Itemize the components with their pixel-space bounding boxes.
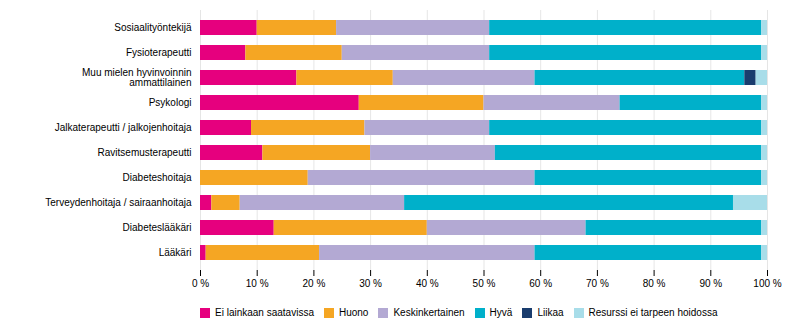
html-text:Liikaa: Liikaa [537,307,564,318]
svg-text:Fysioterapeutti: Fysioterapeutti [126,47,192,58]
html-text:Keskinkertainen: Keskinkertainen [393,307,465,318]
svg-text:100 %: 100 % [753,278,781,289]
svg-text:30 %: 30 % [359,278,382,289]
svg-text:80 %: 80 % [643,278,666,289]
html-text:Resurssi ei tarpeen hoidossa: Resurssi ei tarpeen hoidossa [588,307,718,318]
svg-text:90 %: 90 % [699,278,722,289]
svg-text:Muu mielen hyvinvoinninammatti: Muu mielen hyvinvoinninammattilainen [82,67,192,88]
html-text:Ei lainkaan saatavissa: Ei lainkaan saatavissa [215,307,314,318]
svg-text:10 %: 10 % [246,278,269,289]
svg-text:Diabeteshoitaja: Diabeteshoitaja [123,172,192,183]
svg-text:50 %: 50 % [473,278,496,289]
html-text:Huono: Huono [339,307,369,318]
svg-text:Lääkäri: Lääkäri [159,247,192,258]
svg-text:0 %: 0 % [192,278,209,289]
svg-text:Psykologi: Psykologi [149,97,192,108]
svg-text:40 %: 40 % [416,278,439,289]
svg-text:Jalkaterapeutti / jalkojenhoit: Jalkaterapeutti / jalkojenhoitaja [55,122,192,133]
svg-text:Ravitsemusterapeutti: Ravitsemusterapeutti [98,147,192,158]
svg-text:60 %: 60 % [529,278,552,289]
html-text:Hyvä: Hyvä [489,307,513,318]
svg-text:20 %: 20 % [303,278,326,289]
svg-text:Sosiaalityöntekijä: Sosiaalityöntekijä [114,22,192,33]
svg-text:Terveydenhoitaja / sairaanhoit: Terveydenhoitaja / sairaanhoitaja [45,197,192,208]
svg-text:Diabeteslääkäri: Diabeteslääkäri [123,222,192,233]
svg-text:70 %: 70 % [586,278,609,289]
